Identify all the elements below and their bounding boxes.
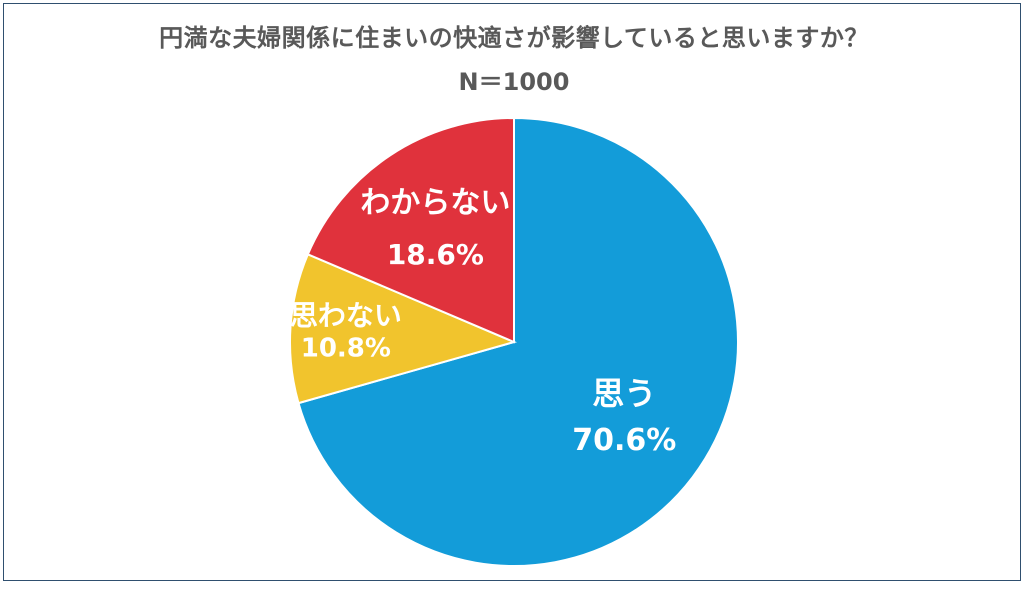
slice-value-label: 10.8%: [301, 333, 391, 363]
slice-value-label: 70.6%: [572, 423, 676, 458]
pie-slice-3: [306, 116, 515, 344]
pie-slice-1: [297, 116, 739, 567]
slice-name-label: わからない: [360, 186, 510, 221]
pie-slices: [289, 116, 739, 567]
chart-title: 円満な夫婦関係に住まいの快適さが影響していると思いますか？: [159, 24, 869, 52]
slice-value-label: 18.6%: [387, 238, 484, 271]
slice-name-label: 思わない: [290, 299, 402, 332]
pie-slice-2: [289, 253, 517, 405]
chart-subtitle: N＝1000: [458, 68, 570, 96]
slice-name-label: 思う: [592, 374, 656, 412]
